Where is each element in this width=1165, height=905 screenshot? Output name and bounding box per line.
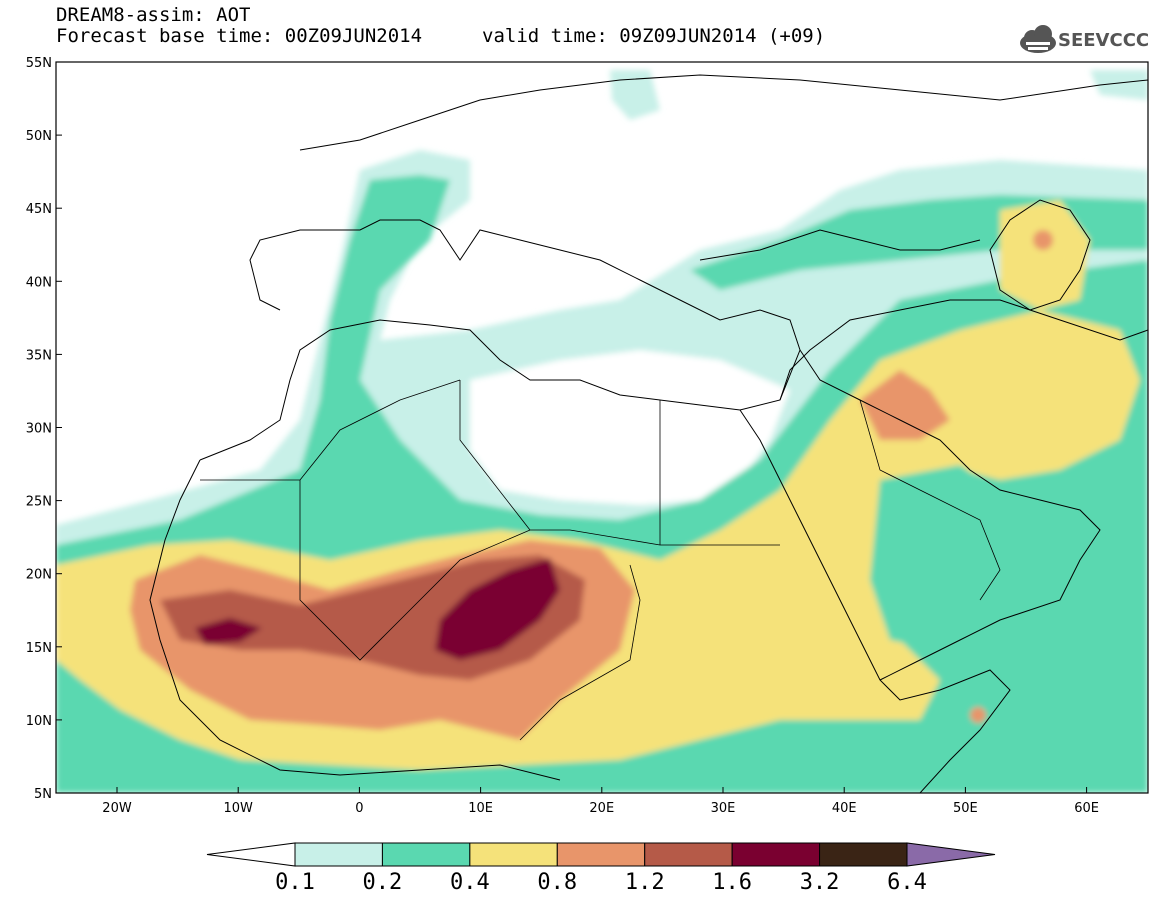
cloud-icon bbox=[1020, 25, 1056, 53]
colorbar-label: 3.2 bbox=[799, 870, 840, 895]
lat-tick-label: 25N bbox=[26, 495, 52, 510]
lon-tick-label: 20W bbox=[102, 801, 132, 816]
lat-tick-label: 20N bbox=[26, 568, 52, 583]
aot-hotspot-somalia bbox=[970, 707, 986, 723]
colorbar-swatch bbox=[381, 842, 471, 867]
aot-field bbox=[56, 62, 1148, 793]
lat-tick-label: 40N bbox=[26, 275, 52, 290]
colorbar-label: 0.4 bbox=[449, 870, 490, 895]
valid-time: valid time: 09Z09JUN2014 (+09) bbox=[482, 25, 826, 47]
lon-tick-label: 30E bbox=[711, 801, 736, 816]
seevccc-logo bbox=[1020, 25, 1056, 53]
colorbar-label: 1.2 bbox=[624, 870, 665, 895]
colorbar-swatch bbox=[731, 842, 821, 867]
colorbar-swatch bbox=[556, 842, 646, 867]
lat-tick-label: 15N bbox=[26, 641, 52, 656]
latitude-axis: 55N 50N 45N 40N 35N 30N 25N 20N 15N 10N 5N bbox=[26, 56, 62, 802]
coastlines bbox=[149, 74, 1148, 793]
borders bbox=[200, 379, 1001, 741]
logo-text: SEEVCCC bbox=[1058, 30, 1150, 51]
colorbar-swatch bbox=[644, 842, 733, 867]
aot-level-0.8-iraq bbox=[860, 370, 950, 440]
colorbar-swatch bbox=[469, 842, 558, 867]
aot-hotspot-caspian bbox=[1033, 230, 1053, 250]
lat-tick-label: 45N bbox=[26, 202, 52, 217]
aot-level-0.2-arabia bbox=[870, 465, 1020, 650]
aot-level-0.1-north bbox=[610, 70, 660, 120]
lat-tick-label: 35N bbox=[26, 348, 52, 363]
colorbar-label: 1.6 bbox=[712, 870, 753, 895]
colorbar-over-triangle bbox=[906, 842, 996, 867]
lat-tick-label: 10N bbox=[26, 714, 52, 729]
lon-tick-label: 20E bbox=[589, 801, 614, 816]
lon-tick-label: 60E bbox=[1074, 801, 1099, 816]
aot-clear-area bbox=[470, 350, 790, 505]
lat-tick-label: 30N bbox=[26, 422, 52, 437]
aot-level-0.1-fr bbox=[1090, 70, 1148, 100]
lat-tick-label: 50N bbox=[26, 129, 52, 144]
lon-tick-label: 0 bbox=[355, 801, 363, 816]
colorbar bbox=[206, 842, 996, 867]
lat-tick-label: 55N bbox=[26, 56, 52, 71]
title-line-2: Forecast base time: 00Z09JUN2014 bbox=[56, 25, 423, 47]
colorbar-under-triangle bbox=[206, 842, 296, 867]
colorbar-label: 0.1 bbox=[275, 870, 315, 895]
aot-level-0.4-caspian bbox=[1000, 200, 1090, 310]
colorbar-swatch bbox=[294, 842, 383, 867]
lon-tick-label: 10W bbox=[223, 801, 253, 816]
colorbar-label: 0.2 bbox=[362, 870, 403, 895]
aot-level-1.6-west bbox=[195, 618, 262, 645]
longitude-axis: 20W 10W 0 10E 20E 30E 40E 50E 60E bbox=[102, 787, 1099, 816]
lon-tick-label: 40E bbox=[832, 801, 857, 816]
title-line-1: DREAM8-assim: AOT bbox=[56, 4, 251, 26]
aot-level-1.6 bbox=[435, 558, 560, 660]
colorbar-swatch bbox=[819, 842, 908, 867]
lon-tick-label: 10E bbox=[468, 801, 493, 816]
lon-tick-label: 50E bbox=[953, 801, 978, 816]
colorbar-label: 0.8 bbox=[537, 870, 578, 895]
lat-tick-label: 5N bbox=[34, 787, 52, 802]
colorbar-label: 6.4 bbox=[887, 870, 927, 895]
